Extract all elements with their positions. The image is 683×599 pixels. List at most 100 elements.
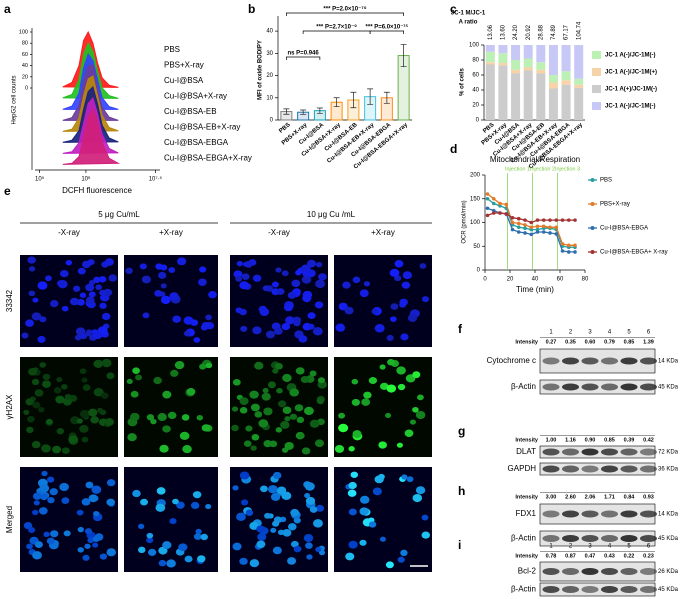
bar-segment bbox=[574, 45, 584, 79]
nucleus bbox=[240, 325, 248, 332]
point bbox=[541, 230, 546, 234]
bar-segment bbox=[498, 65, 508, 120]
nucleus bbox=[409, 419, 417, 425]
band bbox=[581, 465, 599, 473]
point bbox=[573, 243, 577, 248]
lane-number: 3 bbox=[588, 330, 592, 336]
nucleus bbox=[196, 414, 204, 421]
band bbox=[640, 586, 657, 593]
nucleus bbox=[61, 497, 70, 504]
point bbox=[548, 225, 552, 230]
size-label: 72 KDa bbox=[658, 450, 679, 456]
nucleus bbox=[53, 387, 62, 394]
nucleus bbox=[301, 275, 312, 284]
nucleus bbox=[26, 543, 33, 550]
micrograph bbox=[334, 255, 432, 347]
nucleus bbox=[46, 537, 55, 545]
nucleus bbox=[294, 404, 304, 412]
nucleus bbox=[31, 440, 41, 449]
lane-number: 6 bbox=[647, 330, 651, 336]
histogram bbox=[62, 107, 121, 165]
band bbox=[601, 448, 618, 456]
nucleus bbox=[79, 292, 87, 298]
bar-segment bbox=[548, 45, 558, 75]
nucleus bbox=[401, 474, 408, 480]
group-label: 5 μg Cu/mL bbox=[98, 210, 140, 219]
nucleus bbox=[374, 475, 384, 484]
point bbox=[554, 225, 559, 230]
size-label: 14 KDa bbox=[658, 512, 679, 518]
band bbox=[562, 568, 579, 575]
ratio-label: 28.88 bbox=[538, 24, 544, 40]
nucleus bbox=[287, 557, 297, 565]
band bbox=[640, 535, 657, 542]
blot-strip bbox=[539, 379, 657, 395]
x-tick-label: 60 bbox=[557, 277, 564, 283]
point bbox=[535, 218, 540, 222]
legend-label: Cu-I@BSA-EBGA bbox=[600, 226, 648, 232]
point bbox=[566, 218, 571, 222]
intensity-label: Intensity bbox=[515, 339, 539, 345]
nucleus bbox=[232, 378, 241, 386]
blot-strip bbox=[539, 561, 657, 582]
nucleus bbox=[162, 390, 172, 399]
nucleus bbox=[235, 276, 243, 282]
nucleus bbox=[397, 556, 405, 563]
legend-label: PBS bbox=[600, 178, 612, 184]
nucleus bbox=[287, 291, 297, 299]
nucleus bbox=[387, 358, 395, 366]
nucleus bbox=[159, 444, 169, 453]
intensity-value: 1.39 bbox=[643, 339, 654, 345]
nucleus bbox=[263, 407, 273, 416]
nucleus bbox=[41, 470, 48, 477]
nucleus bbox=[88, 494, 98, 503]
protein-label: GAPDH bbox=[508, 464, 537, 473]
band bbox=[542, 510, 560, 518]
nucleus bbox=[63, 530, 71, 537]
panel-label: f bbox=[458, 322, 463, 336]
nucleus bbox=[205, 314, 212, 321]
nucleus bbox=[280, 420, 290, 429]
nucleus bbox=[396, 442, 403, 448]
injection-label: Injection 1 bbox=[505, 166, 530, 172]
nucleus bbox=[81, 498, 91, 506]
legend-label: Cu-I@BSA-EBGA+X-ray bbox=[164, 154, 252, 163]
intensity-value: 0.23 bbox=[643, 553, 654, 559]
nucleus bbox=[108, 274, 117, 282]
nucleus bbox=[172, 315, 181, 323]
panel-label: d bbox=[450, 142, 457, 156]
nucleus bbox=[241, 273, 250, 280]
nucleus bbox=[250, 403, 260, 412]
nucleus bbox=[25, 398, 34, 406]
nucleus bbox=[406, 476, 414, 483]
nucleus bbox=[281, 270, 289, 277]
nucleus bbox=[64, 394, 72, 400]
bracket bbox=[286, 56, 321, 60]
nucleus bbox=[315, 261, 323, 268]
band bbox=[620, 568, 638, 575]
nucleus bbox=[41, 444, 51, 453]
x-axis-label: DCFH fluorescence bbox=[62, 186, 132, 195]
nucleus bbox=[282, 406, 292, 414]
nucleus bbox=[199, 266, 207, 273]
nucleus bbox=[412, 406, 419, 413]
nucleus bbox=[368, 521, 377, 528]
nucleus bbox=[314, 301, 324, 309]
y-axis-label: OCR (pmol/min) bbox=[462, 200, 468, 243]
point bbox=[566, 250, 571, 254]
error-bar bbox=[300, 109, 307, 115]
intensity-value: 0.85 bbox=[604, 437, 615, 443]
x-axis-label: Time (min) bbox=[516, 285, 554, 294]
nucleus bbox=[316, 397, 325, 405]
protein-label: Bcl-2 bbox=[518, 567, 537, 576]
point bbox=[529, 225, 534, 230]
nucleus bbox=[402, 271, 412, 280]
nucleus bbox=[75, 327, 86, 336]
bar-segment bbox=[485, 64, 495, 120]
nucleus bbox=[338, 423, 349, 433]
nucleus bbox=[40, 493, 48, 501]
nucleus bbox=[27, 415, 35, 423]
bar-segment bbox=[523, 67, 533, 71]
nucleus bbox=[239, 308, 247, 316]
nucleus bbox=[28, 526, 36, 534]
